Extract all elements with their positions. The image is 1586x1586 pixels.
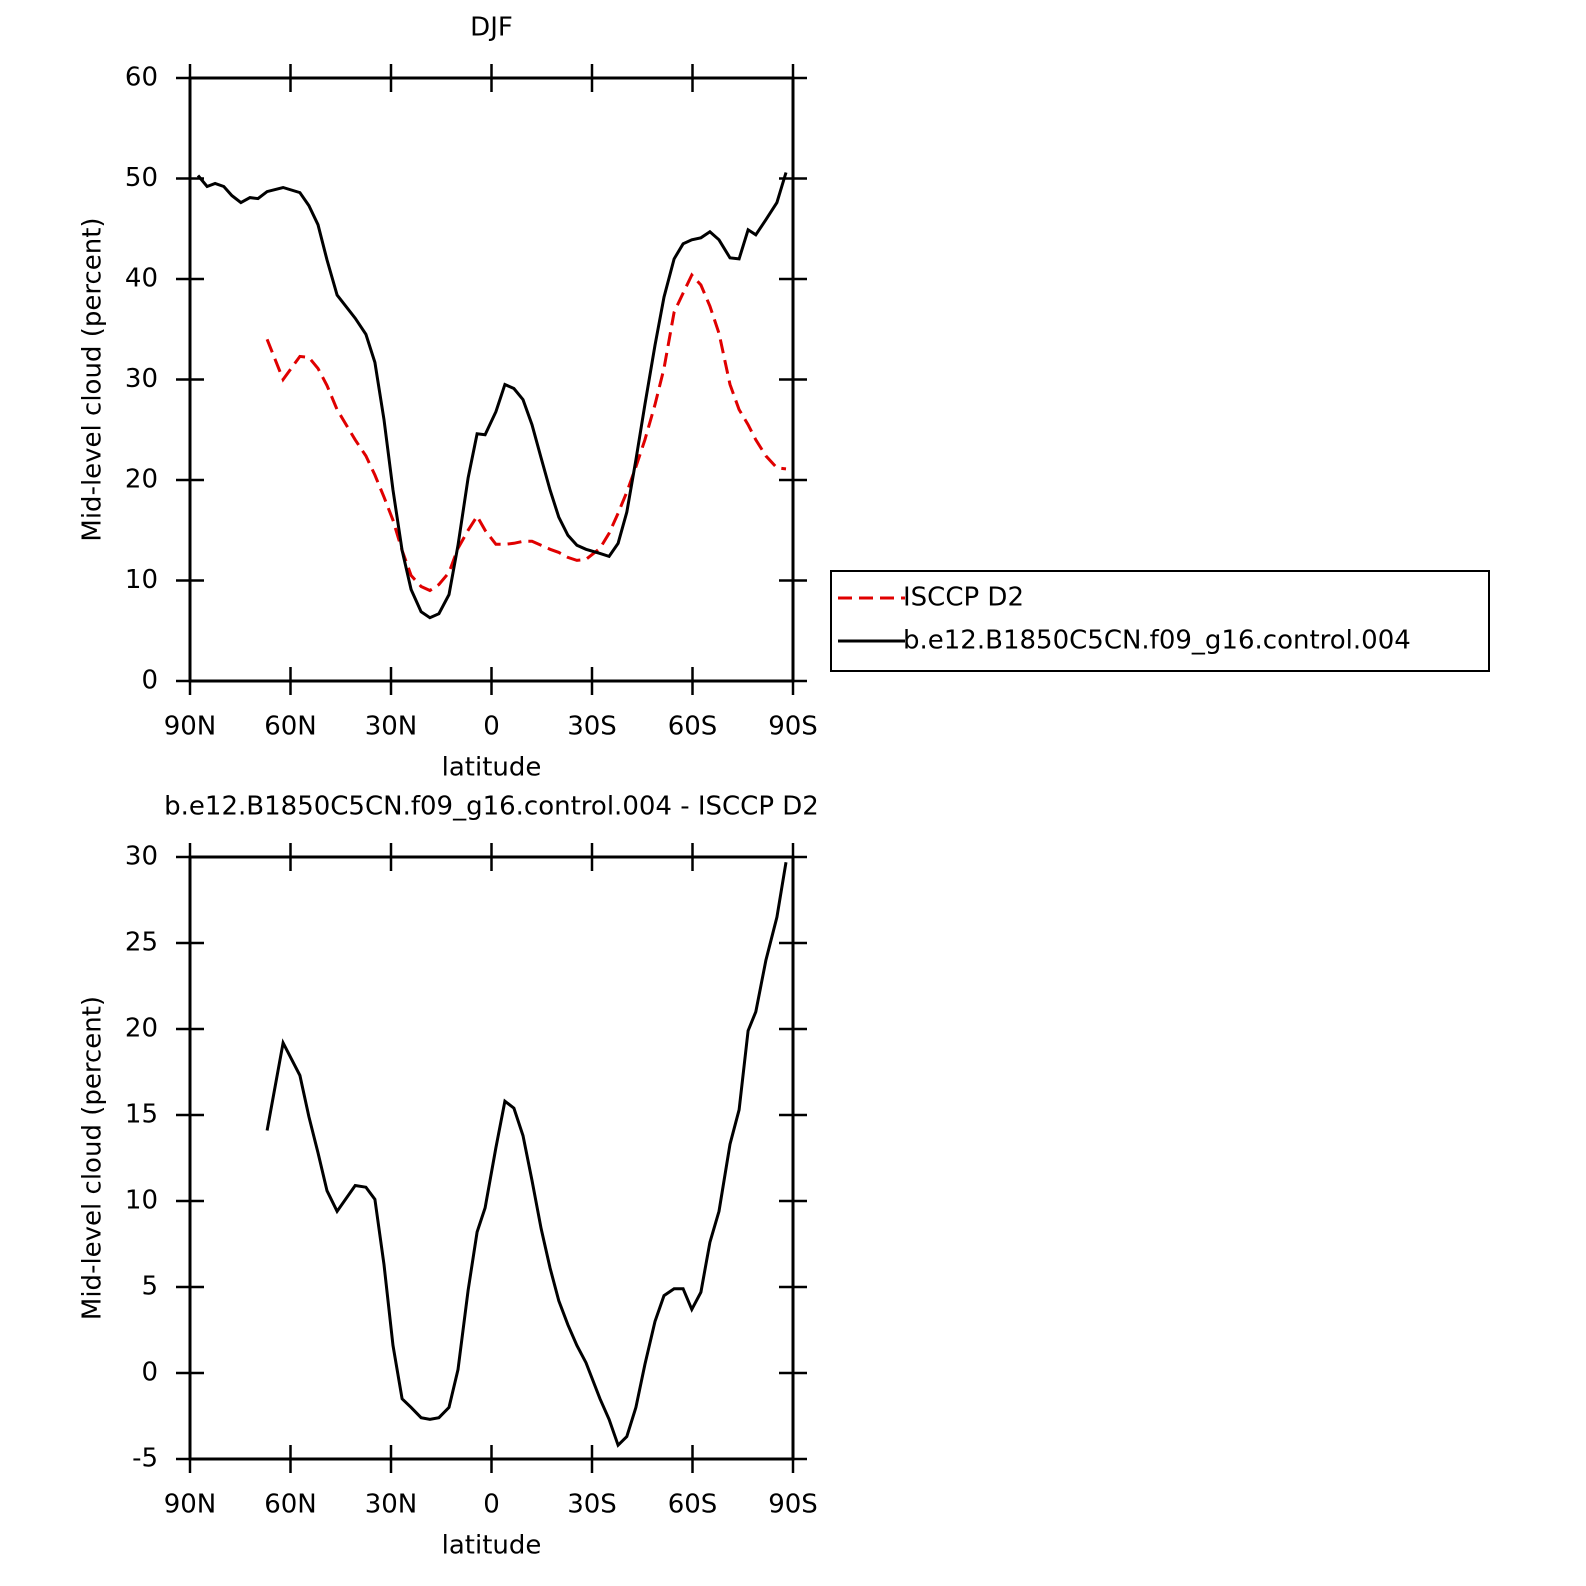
plot-frame xyxy=(188,855,795,1461)
y-tick-label: 10 xyxy=(125,565,158,595)
legend-label: b.e12.B1850C5CN.f09_g16.control.004 xyxy=(903,626,1411,656)
x-tick-label: 90N xyxy=(164,1490,217,1520)
x-tick-label: 60N xyxy=(264,1490,317,1520)
plot-frame xyxy=(188,76,795,683)
x-tick-label: 30S xyxy=(567,1490,617,1520)
legend-label: ISCCP D2 xyxy=(903,583,1024,613)
y-tick-label: 30 xyxy=(125,842,158,872)
y-tick-label: 60 xyxy=(125,63,158,93)
x-tick-label: 90N xyxy=(164,712,217,742)
y-tick-label: 20 xyxy=(125,465,158,495)
x-tick-label: 30N xyxy=(365,712,418,742)
y-tick-label: 25 xyxy=(125,928,158,958)
y-axis-label: Mid-level cloud (percent) xyxy=(78,217,108,541)
x-tick-label: 90S xyxy=(768,712,818,742)
y-tick-label: 15 xyxy=(125,1100,158,1130)
data-line xyxy=(265,272,787,593)
x-tick-label: 30S xyxy=(567,712,617,742)
x-tick-label: 0 xyxy=(483,712,500,742)
chart-title: b.e12.B1850C5CN.f09_g16.control.004 - IS… xyxy=(164,792,819,822)
x-axis-label: latitude xyxy=(442,753,542,783)
data-line xyxy=(196,172,788,620)
data-line xyxy=(265,861,788,1448)
x-tick-label: 60S xyxy=(668,1490,718,1520)
y-tick-label: 0 xyxy=(141,1358,158,1388)
y-tick-label: 5 xyxy=(141,1272,158,1302)
y-tick-label: 10 xyxy=(125,1186,158,1216)
y-tick-label: 30 xyxy=(125,364,158,394)
y-axis-label: Mid-level cloud (percent) xyxy=(78,996,108,1320)
x-tick-label: 60N xyxy=(264,712,317,742)
x-tick-label: 90S xyxy=(768,1490,818,1520)
y-tick-label: 50 xyxy=(125,163,158,193)
y-tick-label: 40 xyxy=(125,264,158,294)
x-tick-label: 30N xyxy=(365,1490,418,1520)
x-tick-label: 60S xyxy=(668,712,718,742)
x-tick-label: 0 xyxy=(483,1490,500,1520)
legend-box xyxy=(830,570,1490,672)
chart-title: DJF xyxy=(470,13,513,43)
y-tick-label: 0 xyxy=(141,666,158,696)
y-tick-label: 20 xyxy=(125,1014,158,1044)
x-axis-label: latitude xyxy=(442,1531,542,1561)
y-tick-label: -5 xyxy=(132,1444,158,1474)
